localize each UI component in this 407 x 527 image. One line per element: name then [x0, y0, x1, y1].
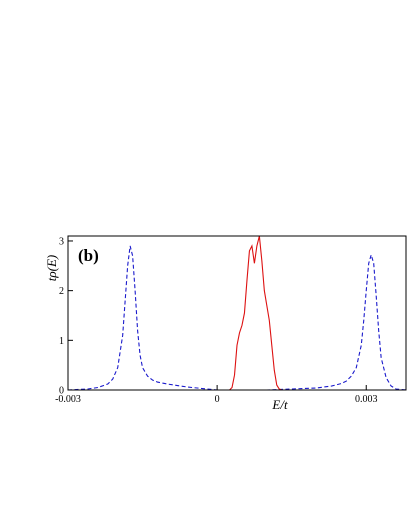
series-line-1: [67, 245, 407, 391]
y-tick-label: 1: [59, 336, 64, 347]
series-line-2: [68, 235, 406, 391]
y-tick-label: 0: [59, 386, 64, 397]
y-tick-label: 3: [59, 236, 64, 247]
x-axis-ticks: -0.003 0 0.003: [55, 385, 377, 405]
y-axis-label: tρ(E): [44, 255, 59, 281]
panel-label: (b): [78, 246, 99, 265]
plot-frame: [67, 235, 407, 391]
y-tick-label: 2: [59, 286, 64, 297]
x-tick-label: 0: [215, 394, 220, 405]
y-axis-ticks: 0 1 2 3: [59, 236, 73, 397]
series-layer: [67, 235, 407, 391]
x-axis-label: E/t: [271, 397, 288, 412]
x-tick-label: 0.003: [355, 394, 378, 405]
x-tick-label: -0.003: [55, 394, 81, 405]
